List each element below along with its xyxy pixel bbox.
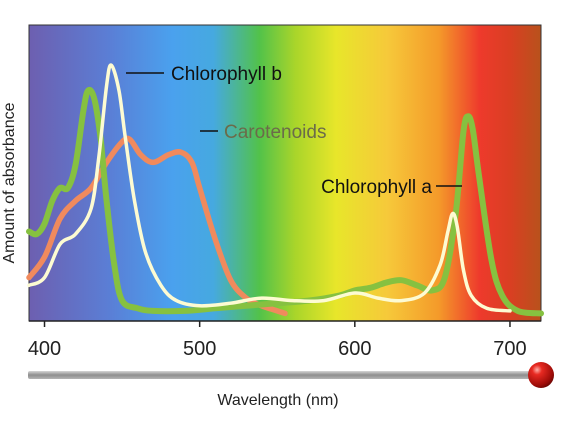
- series-labels: Chlorophyll b Carotenoids Chlorophyll a: [126, 64, 462, 198]
- x-tick-label-600: 600: [338, 338, 371, 360]
- series-line-chlorophyll-b: [27, 63, 512, 313]
- x-tick-label-700: 700: [493, 338, 526, 360]
- x-axis: 400 500 600 700: [28, 320, 541, 360]
- series-label-carotenoids: Carotenoids: [224, 122, 326, 143]
- series-label-chlorophyll-b: Chlorophyll b: [171, 64, 282, 85]
- x-tick-label-500: 500: [183, 338, 216, 360]
- x-axis-label: Wavelength (nm): [217, 392, 338, 409]
- series-group: [26, 63, 544, 317]
- wavelength-slider-knob-icon: [528, 362, 554, 388]
- series-label-chlorophyll-a: Chlorophyll a: [321, 177, 432, 198]
- y-axis-label: Amount of absorbance: [1, 102, 18, 263]
- series-line-carotenoids: [26, 135, 288, 317]
- series-line-chlorophyll-a: [26, 87, 544, 317]
- x-tick-label-400: 400: [28, 338, 61, 360]
- wavelength-bar: [28, 371, 538, 379]
